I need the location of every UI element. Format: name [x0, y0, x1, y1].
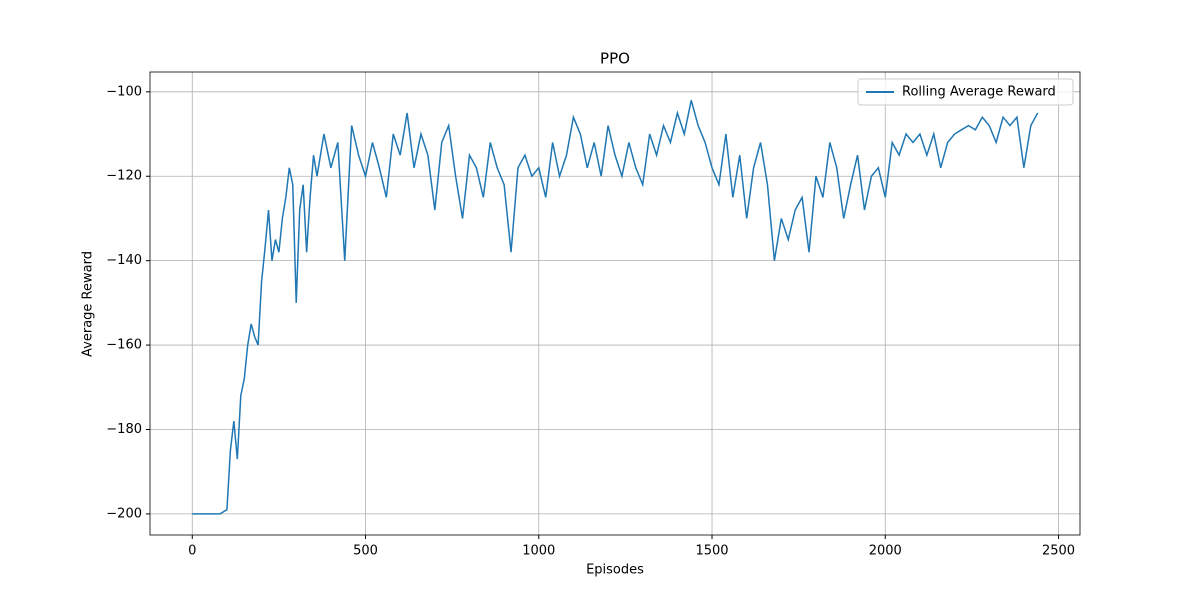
legend: Rolling Average Reward: [857, 78, 1074, 106]
legend-box: [857, 78, 1074, 106]
y-tick-label: −120: [106, 169, 142, 184]
legend-label: Rolling Average Reward: [902, 85, 1056, 100]
x-axis-label: Episodes: [586, 563, 644, 578]
y-tick-label: −160: [106, 338, 142, 353]
plot-frame: [149, 71, 1081, 536]
line-series: [192, 100, 1039, 515]
x-tick-label: 2500: [1042, 544, 1075, 559]
x-tick-label: 2000: [869, 544, 902, 559]
y-tick-label: −200: [106, 506, 142, 521]
x-tick-label: 500: [353, 544, 378, 559]
y-axis-label: Average Reward: [81, 251, 96, 357]
x-tick-label: 1000: [522, 544, 555, 559]
y-tick-label: −180: [106, 422, 142, 437]
x-tick-label: 0: [188, 544, 196, 559]
y-tick-label: −100: [106, 84, 142, 99]
x-tick-label: 1500: [695, 544, 728, 559]
chart-title: PPO: [600, 50, 630, 68]
y-tick-label: −140: [106, 253, 142, 268]
